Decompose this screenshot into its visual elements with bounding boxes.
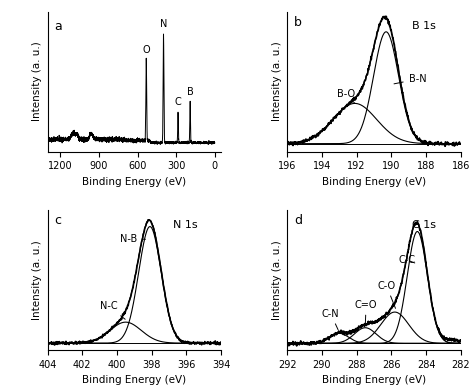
Y-axis label: Intensity (a. u.): Intensity (a. u.) <box>272 240 282 320</box>
Text: C-N: C-N <box>322 308 340 329</box>
Text: O: O <box>142 45 150 55</box>
Text: B-O: B-O <box>337 89 356 103</box>
Y-axis label: Intensity (a. u.): Intensity (a. u.) <box>32 240 42 320</box>
Text: B 1s: B 1s <box>412 21 436 32</box>
Text: C=O: C=O <box>355 300 377 324</box>
Text: b: b <box>294 16 302 29</box>
X-axis label: Binding Energy (eV): Binding Energy (eV) <box>82 177 186 187</box>
Text: N: N <box>160 19 167 29</box>
X-axis label: Binding Energy (eV): Binding Energy (eV) <box>322 177 426 187</box>
Text: c: c <box>55 214 61 228</box>
Text: B-N: B-N <box>394 74 426 84</box>
Text: d: d <box>294 214 302 228</box>
Text: B: B <box>187 87 193 97</box>
Y-axis label: Intensity (a. u.): Intensity (a. u.) <box>272 42 282 121</box>
Text: N 1s: N 1s <box>172 220 197 230</box>
Text: a: a <box>55 20 62 33</box>
Text: N-B: N-B <box>121 234 145 244</box>
X-axis label: Binding Energy (eV): Binding Energy (eV) <box>322 375 426 385</box>
Y-axis label: Intensity (a. u.): Intensity (a. u.) <box>32 42 42 121</box>
X-axis label: Binding Energy (eV): Binding Energy (eV) <box>82 375 186 385</box>
Text: C-C: C-C <box>398 255 415 265</box>
Text: C: C <box>175 98 181 107</box>
Text: C 1s: C 1s <box>412 220 436 230</box>
Text: C-O: C-O <box>378 280 396 308</box>
Text: N-C: N-C <box>100 301 125 319</box>
